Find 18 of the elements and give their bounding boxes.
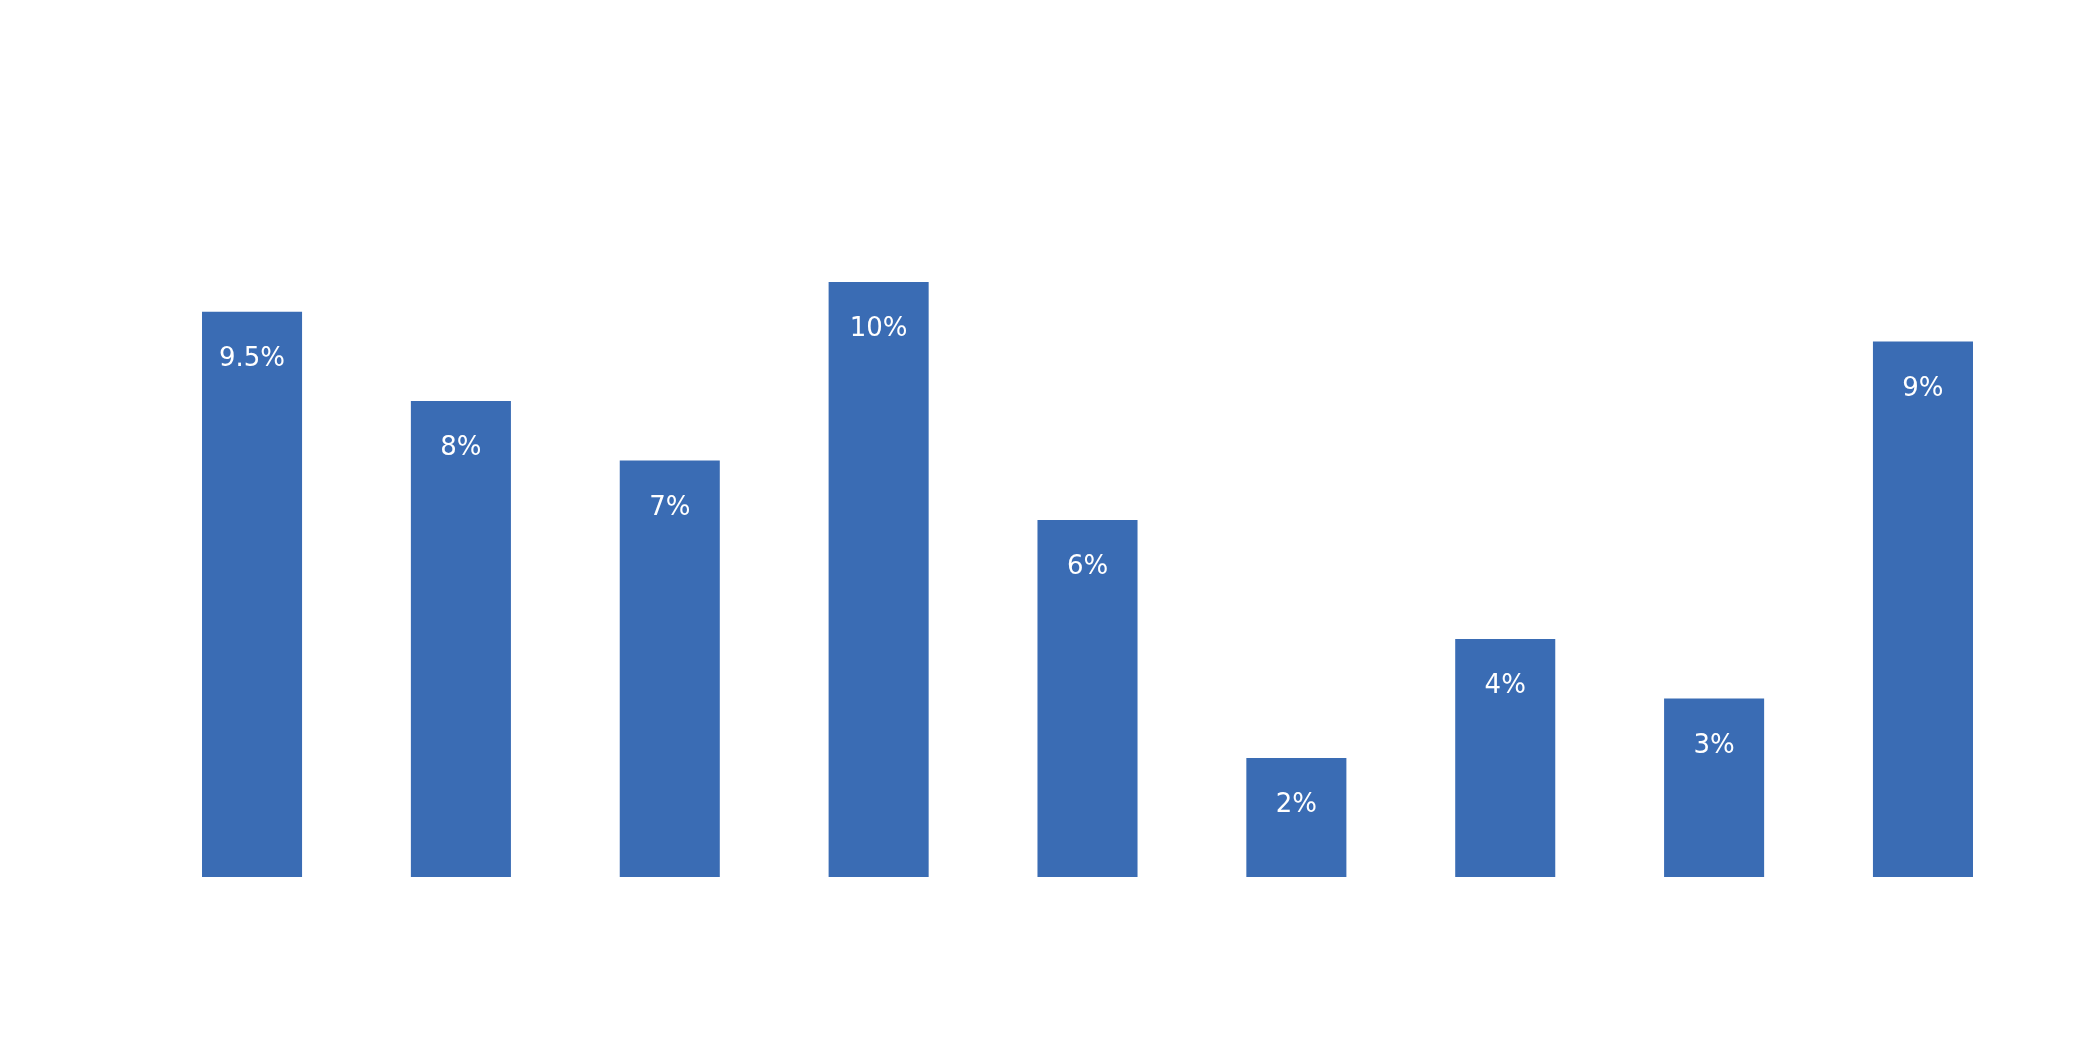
data-label: 6%: [1066, 550, 1109, 580]
bar: [619, 460, 720, 877]
bar: [1664, 698, 1765, 877]
data-label: 9.5%: [219, 341, 286, 372]
data-label: 3%: [1693, 728, 1735, 759]
bar: [828, 282, 929, 877]
bar: [1455, 639, 1556, 877]
data-label: 8%: [440, 431, 482, 461]
bar: [410, 401, 511, 877]
bar: [1037, 520, 1138, 877]
data-label: 7%: [649, 490, 691, 521]
bar: [202, 311, 303, 877]
data-label: 4%: [1484, 669, 1526, 699]
bar: [1872, 341, 1973, 877]
data-label: 9%: [1902, 371, 1944, 402]
data-label: 10%: [849, 312, 908, 342]
bar: [1246, 758, 1347, 877]
data-label: 2%: [1275, 788, 1317, 818]
